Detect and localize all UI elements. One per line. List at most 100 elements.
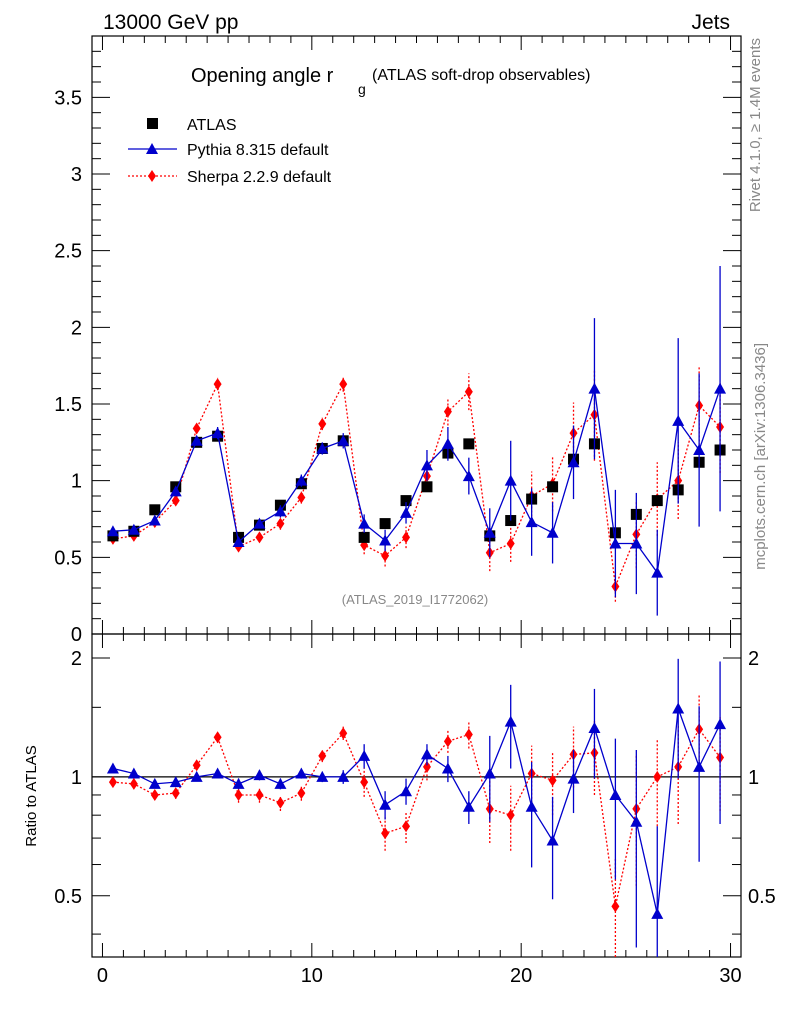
sherpa-point	[339, 378, 348, 391]
pythia-point	[211, 427, 224, 439]
legend-atlas-label: ATLAS	[187, 117, 237, 134]
ratio-sherpa-point	[402, 820, 411, 833]
plot-title-subscript: g	[358, 81, 366, 97]
ratio-y-tick-label: 0.5	[54, 886, 82, 908]
main-y-tick-label: 2.5	[54, 241, 82, 263]
ratio-pythia-point	[483, 767, 496, 779]
main-y-tick-label: 3	[71, 164, 82, 186]
pythia-point	[483, 526, 496, 538]
pythia-point	[148, 514, 161, 526]
ratio-pythia-point	[253, 769, 266, 781]
plot-subtitle: (ATLAS soft-drop observables)	[372, 67, 590, 84]
pythia-point	[651, 566, 664, 578]
ratio-pythia-point	[630, 815, 643, 827]
ratio-sherpa-point	[464, 728, 473, 741]
pythia-point	[337, 434, 350, 446]
sherpa-line	[112, 381, 721, 587]
energy-label: 13000 GeV pp	[103, 11, 238, 34]
pythia-point	[358, 517, 371, 529]
pythia-line	[112, 388, 721, 575]
ratio-pythia-point	[337, 770, 350, 782]
main-y-tick-label: 2	[71, 317, 82, 339]
ratio-pythia-point	[232, 777, 245, 789]
ratio-sherpa-point	[213, 731, 222, 744]
ratio-pythia-point	[274, 777, 287, 789]
ratio-sherpa-point	[653, 770, 662, 783]
sherpa-point	[192, 422, 201, 435]
sherpa-point	[276, 517, 285, 530]
ratio-frame	[91, 633, 742, 958]
ratio-pythia-point	[316, 770, 329, 782]
ratio-sherpa-point	[108, 776, 117, 789]
atlas-point	[358, 531, 370, 543]
ratio-pythia-point	[211, 767, 224, 779]
atlas-point	[379, 518, 391, 530]
ratio-pythia-point	[651, 907, 664, 919]
pythia-point	[379, 534, 392, 546]
ratio-y-tick-label-right: 1	[748, 767, 759, 789]
ratio-pythia-point	[588, 721, 601, 733]
ratio-sherpa-point	[381, 827, 390, 840]
atlas-point	[463, 438, 475, 450]
pythia-point	[106, 525, 119, 537]
ratio-sherpa-point	[422, 760, 431, 773]
atlas-point	[651, 495, 663, 507]
ratio-sherpa-point	[297, 787, 306, 800]
x-tick-label: 30	[719, 965, 741, 987]
x-tick-label: 10	[301, 965, 323, 987]
sherpa-point	[171, 494, 180, 507]
ratio-sherpa-point	[548, 774, 557, 787]
pythia-point	[525, 516, 538, 528]
ratio-y-tick-label-right: 2	[748, 648, 759, 670]
atlas-point	[149, 504, 161, 516]
main-panel: 0 0.5 1 1.5 2 2.5 3 3.5	[54, 35, 742, 646]
ratio-pythia-point	[379, 798, 392, 810]
pythia-point	[546, 526, 559, 538]
ratio-sherpa-point	[318, 749, 327, 762]
ratio-pythia-point	[504, 715, 517, 727]
legend-atlas-marker	[147, 118, 158, 129]
atlas-point	[421, 481, 433, 493]
pythia-point	[462, 470, 475, 482]
sherpa-point	[506, 537, 515, 550]
mcplots-label: mcplots.cern.ch [arXiv:1306.3436]	[752, 343, 769, 570]
ratio-y-tick-label-right: 0.5	[748, 886, 776, 908]
pythia-point	[504, 474, 517, 486]
ratio-pythia-point	[106, 762, 119, 774]
ratio-pythia-point	[420, 748, 433, 760]
rivet-label: Rivet 4.1.0, ≥ 1.4M events	[747, 38, 764, 212]
ratio-pythia-point	[400, 785, 413, 797]
x-tick-label: 0	[97, 965, 108, 987]
ratio-sherpa-point	[150, 788, 159, 801]
pythia-point	[609, 537, 622, 549]
pythia-point	[253, 517, 266, 529]
plot-title: Opening angle r	[191, 65, 334, 87]
ratio-panel: 0 10 20 30 0.5 0.5 1 1 2 2	[54, 633, 776, 987]
ratio-pythia-point	[462, 800, 475, 812]
pythia-point	[232, 536, 245, 547]
pythia-point	[714, 382, 727, 394]
pythia-point	[420, 459, 433, 471]
analysis-watermark: (ATLAS_2019_I1772062)	[342, 592, 488, 607]
ratio-pythia-point	[609, 788, 622, 800]
ratio-sherpa-point	[171, 787, 180, 800]
ratio-sherpa-point	[611, 900, 620, 913]
main-y-tick-label: 0	[71, 624, 82, 646]
ratio-sherpa-point	[192, 759, 201, 772]
ratio-pythia-point	[127, 767, 140, 779]
legend-pythia-label: Pythia 8.315 default	[187, 142, 329, 159]
legend-sherpa-marker	[148, 170, 156, 182]
ratio-pythia-point	[190, 770, 203, 782]
ratio-sherpa-point	[234, 788, 243, 801]
sherpa-point	[464, 385, 473, 398]
sherpa-point	[402, 531, 411, 544]
ratio-pythia-point	[169, 776, 182, 788]
pythia-point	[316, 442, 329, 454]
process-label: Jets	[691, 11, 730, 34]
pythia-point	[441, 437, 454, 449]
pythia-point	[693, 444, 706, 455]
sherpa-point	[297, 491, 306, 504]
ratio-pythia-point	[148, 777, 161, 789]
main-y-tick-label: 0.5	[54, 547, 82, 569]
